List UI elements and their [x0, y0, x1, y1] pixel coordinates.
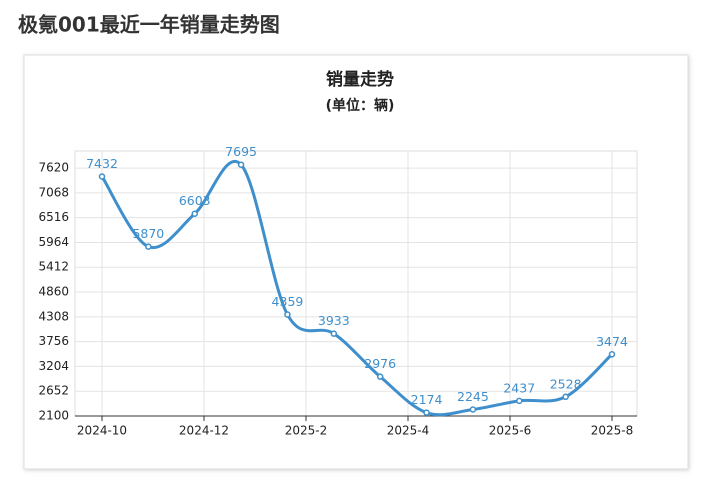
x-tick-label: 2025-2 — [285, 424, 328, 438]
point — [423, 409, 430, 416]
value-label: 2437 — [503, 380, 535, 395]
point — [562, 393, 569, 401]
value-label: 2174 — [411, 392, 443, 407]
y-tick-label: 4860 — [38, 285, 69, 299]
point — [608, 351, 616, 358]
page-title: 极氪001最近一年销量走势图 — [18, 13, 280, 37]
point — [469, 406, 477, 413]
value-label: 2528 — [550, 376, 582, 391]
y-tick-label: 3204 — [38, 359, 69, 373]
point — [145, 243, 152, 250]
value-label: 2976 — [364, 356, 396, 371]
point — [516, 397, 523, 405]
chart-frame — [23, 54, 689, 470]
value-label: 2245 — [457, 389, 489, 404]
x-tick-label: 2025-6 — [489, 424, 532, 438]
y-tick-label: 4308 — [38, 309, 69, 323]
chart-subtitle: (单位：辆) — [326, 97, 395, 114]
point — [376, 373, 384, 380]
value-label: 4359 — [272, 294, 304, 309]
value-label: 7695 — [225, 144, 257, 159]
value-label: 5870 — [132, 226, 164, 241]
y-tick-label: 7620 — [38, 161, 69, 175]
value-label: 7432 — [86, 156, 118, 171]
y-tick-label: 6516 — [38, 210, 69, 224]
value-label: 6603 — [179, 193, 211, 208]
y-tick-label: 3756 — [38, 334, 69, 348]
x-tick-label: 2025-4 — [387, 424, 430, 438]
y-tick-label: 7068 — [38, 185, 69, 199]
x-tick-label: 2024-12 — [179, 424, 229, 438]
point — [98, 173, 106, 180]
x-tick-label: 2025-8 — [591, 424, 634, 438]
y-tick-label: 2100 — [38, 409, 69, 423]
y-tick-label: 5964 — [38, 235, 69, 249]
point — [191, 210, 198, 217]
y-tick-label: 5412 — [38, 260, 69, 274]
point — [237, 161, 245, 168]
chart-title: 销量走势 — [326, 69, 394, 90]
value-label: 3933 — [318, 313, 350, 328]
point — [330, 330, 338, 337]
point — [284, 311, 291, 318]
y-tick-label: 2652 — [38, 384, 69, 398]
x-tick-label: 2024-10 — [77, 424, 127, 438]
value-label: 3474 — [596, 334, 628, 349]
